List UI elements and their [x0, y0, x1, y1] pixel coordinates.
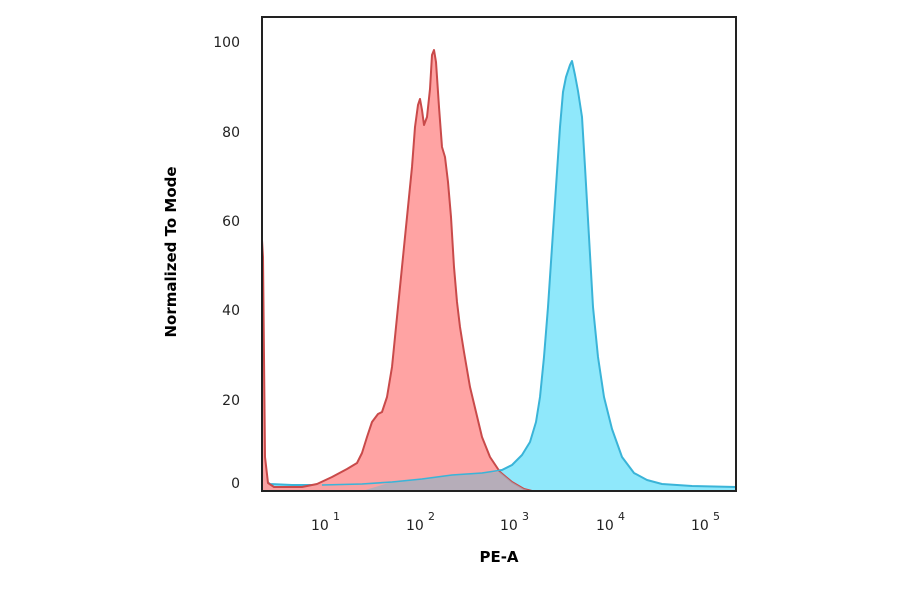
red-histogram-area [261, 49, 533, 492]
svg-text:5: 5 [713, 510, 720, 523]
plot-frame [261, 16, 737, 492]
svg-text:3: 3 [522, 510, 529, 523]
x-tick-10-3: 10 3 [500, 510, 529, 534]
y-tick-80: 80 [222, 125, 240, 141]
svg-text:2: 2 [428, 510, 435, 523]
plot-area [261, 16, 737, 492]
x-tick-10-2: 10 2 [406, 510, 435, 534]
y-axis: 0 20 40 60 80 100 [213, 35, 240, 492]
y-tick-60: 60 [222, 214, 240, 230]
svg-text:10: 10 [596, 518, 614, 534]
svg-text:10: 10 [406, 518, 424, 534]
x-tick-10-4: 10 4 [596, 510, 625, 534]
y-axis-title: Normalized To Mode [162, 166, 180, 337]
svg-text:4: 4 [618, 510, 625, 523]
blue-histogram-outline-over [321, 464, 513, 486]
x-tick-10-1: 10 1 [311, 510, 340, 534]
x-axis-title: PE-A [479, 548, 518, 566]
overlap-area [362, 472, 532, 491]
x-axis: 10 1 10 2 10 3 10 4 10 5 [311, 510, 720, 534]
svg-text:10: 10 [311, 518, 329, 534]
plot-background [262, 17, 736, 491]
y-tick-100: 100 [213, 35, 240, 51]
svg-text:10: 10 [691, 518, 709, 534]
y-tick-0: 0 [231, 476, 240, 492]
y-tick-40: 40 [222, 303, 240, 319]
svg-text:10: 10 [500, 518, 518, 534]
x-tick-10-5: 10 5 [691, 510, 720, 534]
y-tick-20: 20 [222, 393, 240, 409]
svg-text:1: 1 [333, 510, 340, 523]
